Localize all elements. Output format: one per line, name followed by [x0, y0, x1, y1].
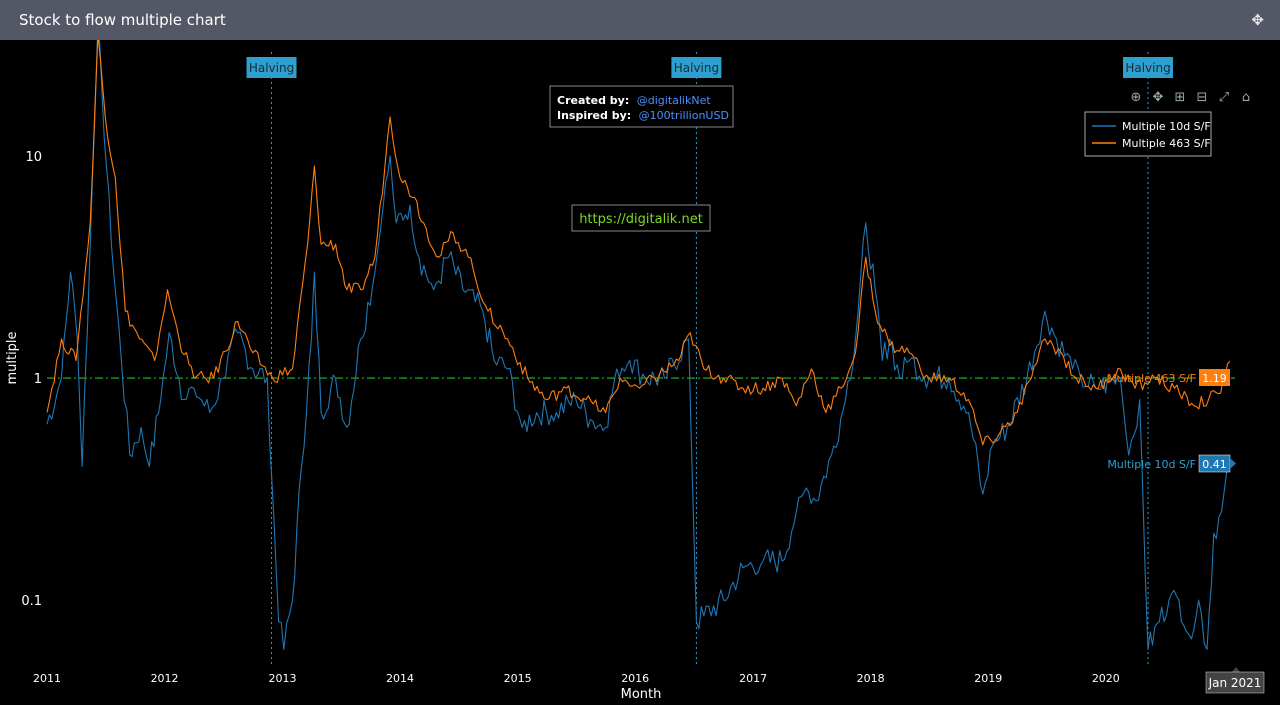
site-link-box[interactable]: https://digitalik.net [571, 204, 711, 232]
zoom-icon[interactable]: ⊕ [1130, 90, 1142, 105]
legend-label-10d: Multiple 10d S/F [1122, 120, 1211, 133]
series-line-10d [46, 21, 1231, 650]
axis-layer: 0.1 1 10 2011 2012 2013 2014 2015 2016 2017 2018 20… [21, 150, 1120, 685]
x-tick-label: 2018 [857, 672, 885, 685]
legend-label-463: Multiple 463 S/F [1122, 137, 1211, 150]
svg-text:Created by: @digitalik: Created by: @digitalikNet [557, 94, 711, 107]
chart-area[interactable]: Halving Halving Halving 0.1 1 10 2011 2012 2013… [0, 21, 1280, 702]
reset-axes-icon[interactable]: ⌂ [1241, 90, 1251, 105]
halving-label: Halving [249, 61, 294, 75]
x-tick-label: 2019 [974, 672, 1002, 685]
halving-label-box [671, 57, 722, 78]
credits-inspired-handle: @100trillionUSD [639, 109, 729, 122]
y-tick-label: 0.1 [21, 594, 42, 609]
x-tick-label: 2014 [386, 672, 414, 685]
x-tick-label: 2015 [504, 672, 532, 685]
autoscale-icon[interactable]: ⤢ [1218, 90, 1230, 105]
x-tick-label: 2011 [33, 672, 61, 685]
chart-svg[interactable]: Halving Halving Halving 0.1 1 10 2011 2012 2013… [0, 21, 1280, 702]
end-label-463-value: 1.19 [1202, 372, 1227, 385]
svg-text:Inspired by: @100trill: Inspired by: @100trillionUSD [557, 109, 729, 122]
x-tick-label: 2012 [151, 672, 179, 685]
series-layer [46, 21, 1231, 650]
x-tick-label: 2017 [739, 672, 767, 685]
move-icon[interactable]: ✥ [1251, 11, 1264, 29]
credits-created-label: Created by: [557, 94, 629, 107]
x-tick-label: 2013 [268, 672, 296, 685]
zoom-in-icon[interactable]: ⊞ [1174, 90, 1186, 105]
credits-inspired-label: Inspired by: [557, 109, 631, 122]
end-label-463-name: Multiple 463 S/F [1107, 372, 1196, 385]
credits-created-handle: @digitalikNet [637, 94, 712, 107]
panel-header: Stock to flow multiple chart ✥ [0, 0, 1280, 40]
zoom-out-icon[interactable]: ⊟ [1196, 90, 1208, 105]
y-tick-label: 10 [25, 150, 42, 165]
credits-box: Created by: @digitalikNet Inspired by: @… [549, 85, 734, 128]
halving-label: Halving [1125, 61, 1170, 75]
site-link[interactable]: https://digitalik.net [579, 212, 703, 227]
halving-layer: Halving Halving Halving [246, 52, 1174, 667]
halving-label-box [246, 57, 297, 78]
x-axis-title: Month [621, 687, 662, 701]
y-tick-label: 1 [34, 372, 42, 387]
x-tick-label: 2016 [621, 672, 649, 685]
hover-x-label: Jan 2021 [1205, 667, 1265, 694]
series-line-463 [46, 34, 1231, 446]
halving-label: Halving [674, 61, 719, 75]
halving-label-box [1123, 57, 1174, 78]
pan-icon[interactable]: ✥ [1152, 90, 1164, 105]
plot-toolbar[interactable]: ⊕ ✥ ⊞ ⊟ ⤢ ⌂ [1128, 90, 1254, 106]
end-label-10d-name: Multiple 10d S/F [1107, 458, 1196, 471]
panel-title: Stock to flow multiple chart [19, 11, 226, 29]
end-label-10d-value: 0.41 [1202, 458, 1227, 471]
hover-x-label-text: Jan 2021 [1208, 676, 1262, 690]
end-label-10d: Multiple 10d S/F 0.41 [1107, 454, 1236, 473]
end-label-463: Multiple 463 S/F 1.19 [1107, 369, 1230, 386]
legend[interactable]: Multiple 10d S/F Multiple 463 S/F [1084, 111, 1212, 157]
y-axis-title: multiple [5, 331, 20, 384]
x-tick-label: 2020 [1092, 672, 1120, 685]
